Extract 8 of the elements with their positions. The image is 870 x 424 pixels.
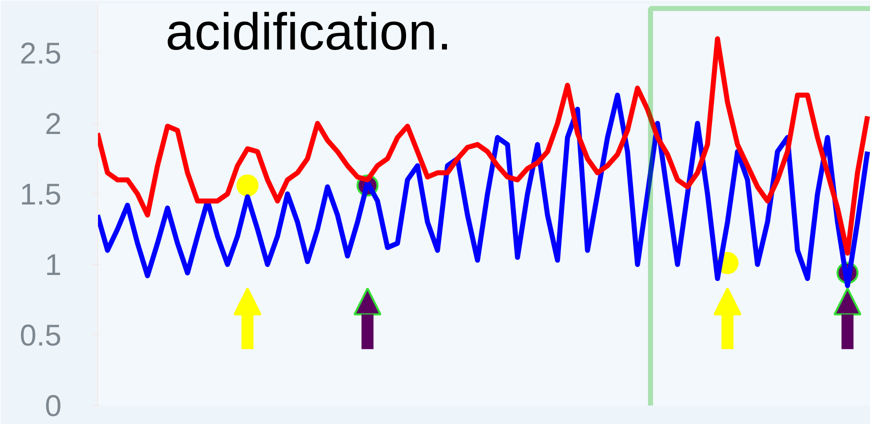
point <box>236 174 258 196</box>
y-tick-label: 1.5 <box>20 178 62 212</box>
chart-title: acidification. <box>166 4 452 62</box>
y-tick-label: 0.5 <box>20 319 62 352</box>
y-tick-label: 2 <box>44 108 62 141</box>
y-tick-label: 2.5 <box>20 37 62 70</box>
y-tick-label: 0 <box>44 390 62 423</box>
y-tick-label: 1 <box>44 248 62 282</box>
